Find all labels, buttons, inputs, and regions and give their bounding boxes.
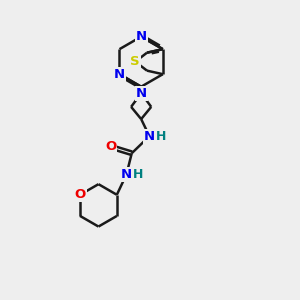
Text: S: S [130,55,140,68]
Text: N: N [114,68,125,81]
Text: H: H [132,168,143,181]
Text: O: O [105,140,116,153]
Text: H: H [155,130,166,143]
Text: N: N [121,168,132,181]
Text: N: N [136,87,147,100]
Text: N: N [136,30,147,43]
Text: O: O [74,188,86,201]
Text: N: N [144,130,155,143]
